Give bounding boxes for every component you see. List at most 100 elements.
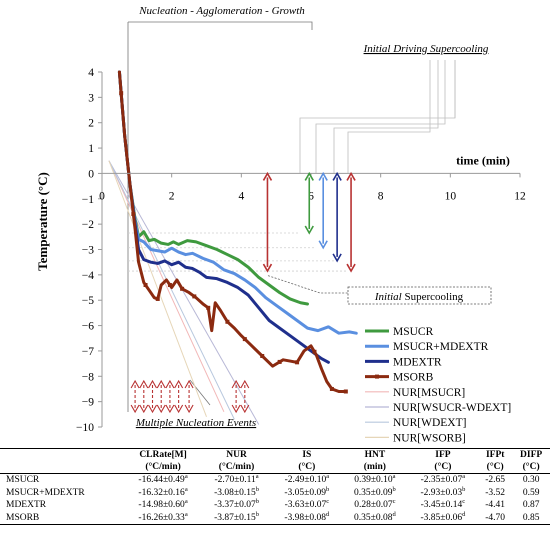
table-cell: -14.98±0.60a xyxy=(125,498,202,512)
cell-value: -3.85±0.06 xyxy=(420,512,463,523)
table-cell: 0.30 xyxy=(522,475,540,485)
double-arrow xyxy=(184,379,194,414)
arrow-head-down xyxy=(165,404,175,414)
table-header xyxy=(0,448,125,461)
x-tick-label: 2 xyxy=(169,190,175,202)
arrow-head-up xyxy=(165,379,175,389)
y-tick-label: −4 xyxy=(82,270,94,282)
annotation-supercooling-word: Supercooling xyxy=(402,291,464,303)
table-cell: -2.35±0.07a xyxy=(408,473,478,487)
table-cell: -16.26±0.33a xyxy=(124,510,202,525)
annotation-initial-driving: Initial Driving Supercooling xyxy=(363,43,489,55)
msorb-marker xyxy=(343,389,348,394)
series-line xyxy=(117,70,330,364)
table-header-unit: (min) xyxy=(342,461,408,474)
table-header: IFP xyxy=(407,448,479,461)
arrow-head-down xyxy=(148,404,157,414)
arrow-head-up xyxy=(130,379,140,389)
cell-significance-letter: b xyxy=(255,497,259,505)
table-header-unit: (°C) xyxy=(271,461,342,474)
y-tick-label: −7 xyxy=(82,346,94,358)
series-line xyxy=(117,70,358,335)
table-cell: -16.44±0.49a xyxy=(125,473,202,487)
table-header-unit xyxy=(0,461,125,474)
table-cell: 0.35±0.08d xyxy=(342,510,408,525)
table-cell: -3.08±0.15b xyxy=(201,485,271,500)
cell-significance-letter: d xyxy=(462,510,466,518)
cell-value: -3.87±0.15 xyxy=(214,512,256,523)
cell-significance-letter: b xyxy=(255,485,259,493)
table-cell: 0.39±0.10a xyxy=(342,472,408,487)
table-cell: -3.37±0.07b xyxy=(201,497,271,512)
table-cell: 0.59 xyxy=(522,487,540,498)
msorb-marker xyxy=(329,386,334,391)
double-arrow xyxy=(262,171,273,273)
annotation-initial-supercooling: Initial Supercooling xyxy=(374,291,464,303)
initial-supercooling-leader xyxy=(267,275,348,294)
row-label: MSUCR+MDEXTR xyxy=(6,487,85,498)
double-arrow xyxy=(240,379,250,414)
x-tick-label: 4 xyxy=(238,190,244,202)
table-cell: -16.32±0.16a xyxy=(125,486,202,500)
cell-value: -3.63±0.07 xyxy=(284,500,327,510)
cell-value: 0.35±0.09 xyxy=(354,487,393,498)
arrow-head-up xyxy=(156,379,166,389)
cell-value: 0.35±0.08 xyxy=(354,512,393,523)
x-axis-title: time (min) xyxy=(456,153,510,167)
msorb-marker xyxy=(143,283,148,287)
double-arrow xyxy=(148,379,157,414)
double-arrow xyxy=(139,379,149,414)
msorb-marker xyxy=(192,294,197,299)
arrow-head-up xyxy=(174,379,184,389)
table-header-unit: (°C) xyxy=(478,461,513,474)
arrow-head-down xyxy=(332,253,342,263)
arrow-head-down xyxy=(139,404,149,414)
cell-significance-letter: c xyxy=(392,497,396,505)
msorb-marker xyxy=(225,319,230,324)
cell-significance-letter: a xyxy=(184,510,188,518)
table-cell: 0.85 xyxy=(512,511,550,525)
cell-value: -3.98±0.08 xyxy=(284,512,327,523)
legend-label: MSUCR+MDEXTR xyxy=(393,341,489,353)
row-label: MSUCR xyxy=(6,475,40,485)
table-row: MSORB -16.26±0.33a -3.87±0.15b -3.98±0.08d 0… xyxy=(0,510,550,525)
cell-significance-letter: d xyxy=(326,510,330,518)
double-arrow xyxy=(156,379,166,414)
double-arrow xyxy=(332,171,342,263)
arrow-head-down xyxy=(262,263,273,273)
table-header: NUR xyxy=(201,448,272,461)
arrow-head-up xyxy=(346,171,356,181)
y-tick-label: −2 xyxy=(82,219,94,231)
msorb-marker xyxy=(242,337,247,342)
cell-significance-letter: a xyxy=(392,472,396,480)
arrow-head-up xyxy=(231,379,241,389)
cell-significance-letter: b xyxy=(462,485,466,493)
events-leader xyxy=(189,379,211,406)
annotation-initial-word: Initial xyxy=(374,291,402,303)
legend-label: NUR[WDEXT] xyxy=(393,417,466,429)
legend-label: NUR[WSUCR-WDEXT] xyxy=(393,402,511,414)
nucleation-bracket-line xyxy=(127,21,313,412)
cell-significance-letter: d xyxy=(392,510,396,518)
table-header-unit: (°C) xyxy=(512,461,550,474)
legend-label: NUR[MSUCR] xyxy=(393,387,465,399)
msorb-marker xyxy=(312,349,317,354)
arrow-head-down xyxy=(304,225,314,235)
arrow-head-up xyxy=(262,171,273,181)
y-tick-label: −10 xyxy=(76,422,94,434)
table-cell: -3.63±0.07c xyxy=(272,498,342,512)
y-tick-label: −6 xyxy=(82,321,94,333)
table-cell: -3.05±0.09b xyxy=(272,486,342,500)
double-arrow xyxy=(174,379,184,414)
msorb-marker xyxy=(119,91,124,96)
driving-guide-line xyxy=(299,60,456,174)
table-cell: -4.70 xyxy=(478,511,513,525)
arrow-head-down xyxy=(231,404,241,414)
legend-label: MDEXTR xyxy=(393,356,442,368)
cell-value: -2.49±0.10 xyxy=(284,475,327,485)
y-tick-label: −1 xyxy=(82,194,94,206)
cell-value: -3.37±0.07 xyxy=(214,500,256,510)
table-cell: -3.45±0.14c xyxy=(408,498,478,512)
msorb-marker xyxy=(155,296,160,301)
